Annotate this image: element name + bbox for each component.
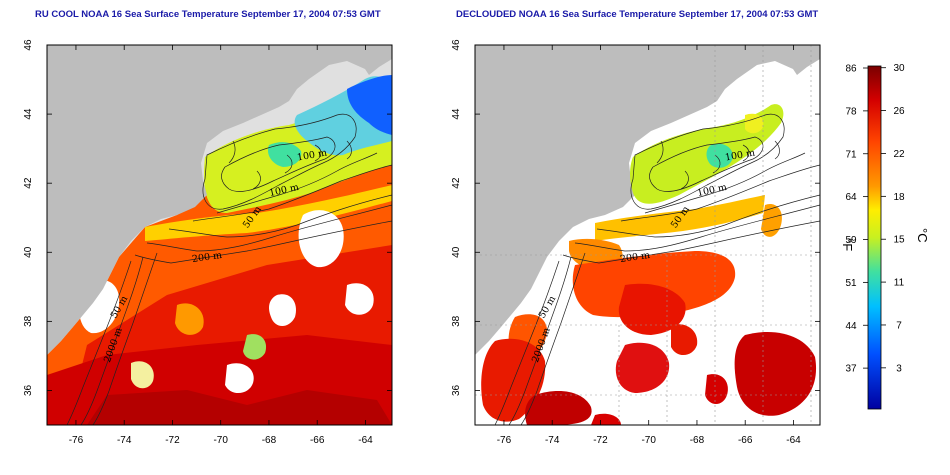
fahrenheit-tick-label: 86 <box>845 64 857 75</box>
celsius-tick-label: 7 <box>896 320 902 331</box>
celsius-tick-label: 22 <box>893 149 905 160</box>
celsius-tick-label: 11 <box>894 278 905 289</box>
contour-label: 100 m <box>724 147 756 163</box>
lat-tick-label: 42 <box>451 177 462 189</box>
lon-tick-label: -64 <box>786 435 801 446</box>
lat-tick-label: 40 <box>23 246 34 258</box>
lat-tick-label: 46 <box>451 39 462 51</box>
lon-tick-label: -64 <box>358 435 373 446</box>
lat-tick-label: 38 <box>451 315 462 327</box>
lat-tick-label: 38 <box>23 315 34 327</box>
lat-tick-label: 46 <box>23 39 34 51</box>
lat-tick-label: 44 <box>451 108 462 120</box>
lat-tick-label: 44 <box>23 108 34 120</box>
lon-tick-label: -72 <box>165 435 180 446</box>
lon-tick-label: -76 <box>497 435 512 446</box>
celsius-tick-label: 30 <box>893 63 905 74</box>
celsius-tick-label: 26 <box>893 106 905 117</box>
sst-map-declouded <box>474 44 821 426</box>
colorbar: 30 26 22 18 15 11 7 3 86 78 71 64 59 51 44 37 °F °C <box>840 63 930 410</box>
lon-tick-label: -66 <box>738 435 753 446</box>
axes-right: -76 -74 -72 -70 -68 -66 -64 46 44 42 40 38 36 <box>451 39 820 446</box>
celsius-tick-label: 18 <box>893 192 905 203</box>
contour-label: 200 m <box>619 250 650 265</box>
lat-tick-label: 42 <box>23 177 34 189</box>
panel-right-title: DECLOUDED NOAA 16 Sea Surface Temperatur… <box>456 9 819 20</box>
lat-tick-label: 40 <box>451 246 462 258</box>
contour-label: 100 m <box>296 147 328 163</box>
celsius-label: °C <box>915 228 930 243</box>
fahrenheit-tick-label: 78 <box>845 106 857 117</box>
celsius-tick-label: 3 <box>896 363 902 374</box>
fahrenheit-tick-label: 44 <box>845 321 857 332</box>
lat-tick-label: 36 <box>451 384 462 396</box>
fahrenheit-tick-label: 71 <box>845 149 857 160</box>
lon-tick-label: -66 <box>310 435 325 446</box>
fahrenheit-tick-label: 64 <box>845 192 857 203</box>
sst-map-raw <box>46 44 393 426</box>
lat-tick-label: 36 <box>23 384 34 396</box>
lon-tick-label: -70 <box>641 435 656 446</box>
contour-label: 200 m <box>191 250 222 265</box>
axes-left: -76 -74 -72 -70 -68 -66 -64 46 44 42 40 38 36 <box>23 39 392 446</box>
fahrenheit-tick-label: 59 <box>845 235 857 246</box>
panel-left-title: RU COOL NOAA 16 Sea Surface Temperature … <box>35 9 381 20</box>
fahrenheit-tick-label: 37 <box>845 364 857 375</box>
lon-tick-label: -74 <box>117 435 132 446</box>
lon-tick-label: -74 <box>545 435 560 446</box>
celsius-tick-label: 15 <box>893 235 905 246</box>
lon-tick-label: -72 <box>593 435 608 446</box>
lon-tick-label: -76 <box>69 435 84 446</box>
fahrenheit-tick-label: 51 <box>845 278 857 289</box>
lon-tick-label: -68 <box>690 435 705 446</box>
fahrenheit-label: °F <box>840 238 855 251</box>
lon-tick-label: -68 <box>262 435 277 446</box>
lon-tick-label: -70 <box>213 435 228 446</box>
